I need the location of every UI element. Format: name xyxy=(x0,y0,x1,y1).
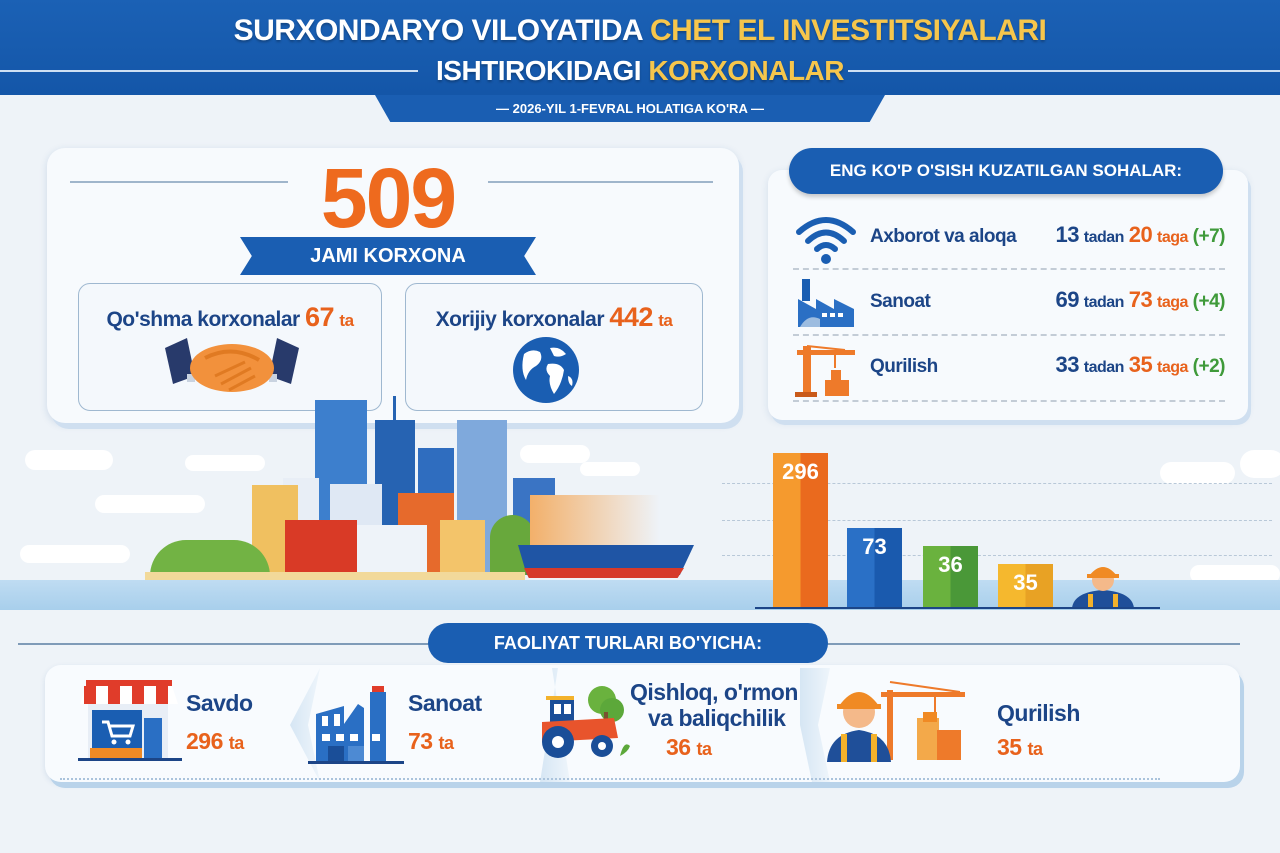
growth-row-name: Axborot va aloqa xyxy=(870,226,1017,247)
total-count: 509 xyxy=(320,151,457,245)
globe-icon xyxy=(513,337,579,403)
activity-section-title: FAOLIYAT TURLARI BO'YICHA: xyxy=(428,623,828,663)
activity-dashes xyxy=(60,778,1160,780)
date-ribbon: — 2026-YIL 1-FEVRAL HOLATIGA KO'RA — xyxy=(375,95,885,122)
cloud-icon xyxy=(1160,462,1235,484)
shore xyxy=(145,572,525,580)
activity-name: Savdo xyxy=(186,690,253,716)
title-white-part: SURXONDARYO VILOYATIDA xyxy=(233,14,643,47)
foreign-enterprises-label: Xorijiy korxonalar 442 ta xyxy=(435,302,673,332)
joint-ventures-label: Qo'shma korxonalar 67 ta xyxy=(106,302,354,332)
shop-icon xyxy=(78,680,182,761)
foreign-enterprises-count: 442 xyxy=(609,302,653,332)
activity-count: 73 ta xyxy=(408,728,454,754)
chart-baseline xyxy=(755,607,1160,609)
growth-row-sanoat: Sanoat 69 tadan 73 taga (+4) xyxy=(795,275,1226,335)
handshake-icon xyxy=(165,338,299,392)
ship-hull xyxy=(524,568,684,578)
activity-count: 36 ta xyxy=(666,734,712,760)
growth-divider xyxy=(793,334,1225,336)
bar-qurilish: 35 xyxy=(998,564,1053,608)
chart-gridline xyxy=(722,520,1272,521)
page-title-line2: ISHTIROKIDAGI KORXONALAR xyxy=(0,55,1280,87)
cloud-icon xyxy=(25,450,113,470)
cloud-icon xyxy=(520,445,590,463)
water xyxy=(0,580,1280,610)
growth-row-qurilish: Qurilish 33 tadan 35 taga (+2) xyxy=(795,340,1226,400)
header-banner: SURXONDARYO VILOYATIDA CHET EL INVESTITS… xyxy=(0,0,1280,95)
tractor-icon xyxy=(542,686,630,758)
activity-item-qishloq: Qishloq, o'rmon va baliqchilik 36 ta xyxy=(538,676,798,771)
cloud-icon xyxy=(185,455,265,471)
cloud-icon xyxy=(1190,565,1280,583)
factory-icon xyxy=(308,686,404,764)
title-yellow-part: CHET EL INVESTITSIYALARI xyxy=(649,14,1047,47)
growth-panel xyxy=(768,170,1248,420)
growth-panel-title: ENG KO'P O'SISH KUZATILGAN SOHALAR: xyxy=(789,148,1223,194)
page-title-line1: SURXONDARYO VILOYATIDA CHET EL INVESTITS… xyxy=(0,14,1280,48)
growth-row-name: Sanoat xyxy=(870,291,931,312)
growth-row-axborot: Axborot va aloqa 13 tadan 20 taga (+7) xyxy=(795,210,1226,270)
activity-name-line2: va baliqchilik xyxy=(648,705,786,731)
building-icon xyxy=(440,520,485,575)
bar-savdo: 296 xyxy=(773,453,828,608)
header-divider-left xyxy=(0,70,418,72)
title-white-part: ISHTIROKIDAGI xyxy=(435,55,642,86)
activity-count: 296 ta xyxy=(186,728,244,754)
activity-name: Qurilish xyxy=(997,700,1080,726)
cloud-icon xyxy=(1240,450,1280,478)
cloud-icon xyxy=(580,462,640,476)
activity-name-line1: Qishloq, o'rmon xyxy=(630,679,798,705)
chart-gridline xyxy=(722,555,1272,556)
activity-item-savdo: Savdo 296 ta xyxy=(78,676,293,771)
header-divider-right xyxy=(848,70,1280,72)
activity-strip xyxy=(45,665,1240,782)
activity-name: Sanoat xyxy=(408,690,482,716)
cloud-icon xyxy=(95,495,205,513)
antenna xyxy=(393,396,396,422)
growth-row-values: 13 tadan 20 taga (+7) xyxy=(1055,222,1226,247)
containers xyxy=(530,495,660,545)
growth-row-name: Qurilish xyxy=(870,356,938,377)
cloud-icon xyxy=(20,545,130,563)
activity-item-qurilish: Qurilish 35 ta xyxy=(825,676,1125,771)
bar-sanoat: 73 xyxy=(847,528,902,608)
activity-rule-right xyxy=(825,643,1240,645)
building-icon xyxy=(357,525,427,575)
total-rule-right xyxy=(488,181,713,183)
activity-rule-left xyxy=(18,643,433,645)
wifi-icon xyxy=(796,217,856,264)
growth-divider xyxy=(793,400,1225,402)
chart-gridline xyxy=(722,483,1272,484)
total-label-banner: JAMI KORXONA xyxy=(240,237,536,275)
growth-divider xyxy=(793,268,1225,270)
growth-row-values: 33 tadan 35 taga (+2) xyxy=(1055,352,1226,377)
worker-icon xyxy=(1072,567,1134,608)
joint-ventures-count: 67 xyxy=(305,302,335,332)
activity-item-sanoat: Sanoat 73 ta xyxy=(308,676,528,771)
growth-row-values: 69 tadan 73 taga (+4) xyxy=(1055,287,1226,312)
worker-crane-icon xyxy=(827,681,965,762)
joint-ventures-card: Qo'shma korxonalar 67 ta xyxy=(78,283,382,411)
foreign-enterprises-card: Xorijiy korxonalar 442 ta xyxy=(405,283,703,411)
bar-qishloq: 36 xyxy=(923,546,978,608)
title-yellow-part: KORXONALAR xyxy=(648,55,844,86)
trees xyxy=(150,540,270,576)
factory-icon xyxy=(798,279,854,327)
total-rule-left xyxy=(70,181,288,183)
building-icon xyxy=(285,520,357,575)
crane-icon xyxy=(795,345,855,397)
activity-count: 35 ta xyxy=(997,734,1043,760)
